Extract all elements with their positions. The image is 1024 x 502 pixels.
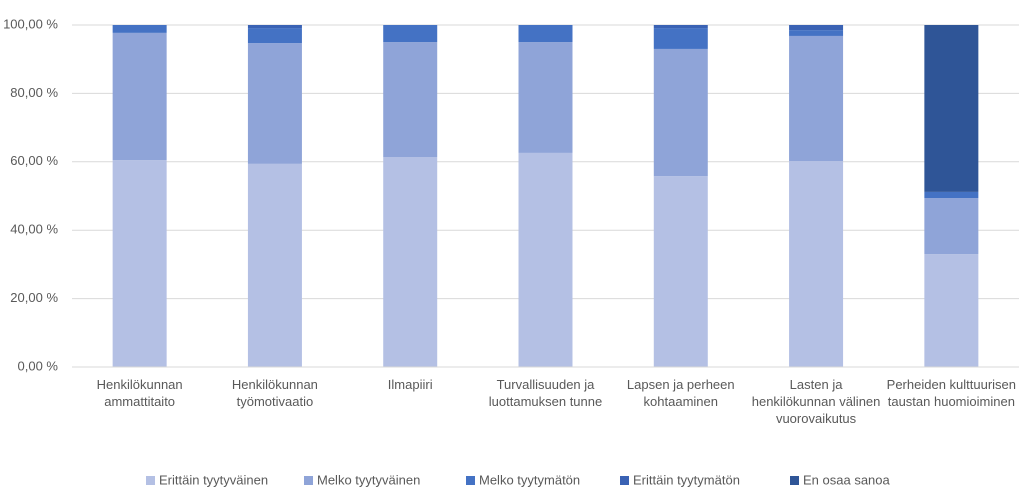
- x-tick-label: Turvallisuuden ja luottamuksen tunne: [488, 377, 603, 409]
- bar-segment: [789, 30, 844, 36]
- bar-segment: [653, 48, 708, 177]
- y-tick-label: 80,00 %: [10, 85, 58, 100]
- legend-swatch: [304, 476, 313, 485]
- x-tick-label: Henkilökunnan ammattitaito: [96, 377, 183, 409]
- bar-segment: [112, 25, 167, 33]
- bar-segment: [653, 28, 708, 49]
- bar-segment: [518, 42, 573, 153]
- y-tick-label: 100,00 %: [3, 16, 58, 31]
- bar-segment: [789, 161, 844, 367]
- legend-swatch: [146, 476, 155, 485]
- bar-segment: [518, 152, 573, 367]
- bar-segment: [247, 163, 302, 367]
- legend-label: Erittäin tyytyväinen: [159, 472, 268, 487]
- x-tick-label: Lasten ja henkilökunnan välinen vuorovai…: [751, 377, 881, 426]
- y-tick-label: 20,00 %: [10, 290, 58, 305]
- y-tick-label: 60,00 %: [10, 153, 58, 168]
- legend-label: En osaa sanoa: [803, 472, 891, 487]
- legend-swatch: [790, 476, 799, 485]
- bar-segment: [112, 32, 167, 161]
- bar-segment: [383, 42, 438, 158]
- bar-segment: [112, 160, 167, 367]
- legend-swatch: [620, 476, 629, 485]
- y-tick-label: 40,00 %: [10, 222, 58, 237]
- bar-segment: [247, 43, 302, 164]
- bar-segment: [247, 25, 302, 29]
- y-tick-label: 0,00 %: [18, 358, 59, 373]
- bar-segment: [247, 28, 302, 44]
- legend-label: Melko tyytymätön: [479, 472, 580, 487]
- x-tick-label: Lapsen ja perheen kohtaaminen: [626, 377, 735, 409]
- bar-segment: [924, 198, 979, 255]
- x-tick-label: Henkilökunnan työmotivaatio: [231, 377, 318, 409]
- bar-segment: [924, 191, 979, 199]
- bar-segment: [653, 25, 708, 29]
- x-tick-label: Ilmapiiri: [387, 377, 433, 392]
- legend-swatch: [466, 476, 475, 485]
- bar-segment: [518, 25, 573, 43]
- legend-label: Melko tyytyväinen: [317, 472, 420, 487]
- x-tick-label: Perheiden kulttuurisen taustan huomioimi…: [886, 377, 1017, 409]
- bar-segment: [924, 25, 979, 192]
- legend-label: Erittäin tyytymätön: [633, 472, 740, 487]
- bar-segment: [383, 25, 438, 43]
- bar-segment: [383, 157, 438, 367]
- bar-segment: [924, 254, 979, 367]
- bar-segment: [789, 25, 844, 31]
- bar-segment: [789, 35, 844, 162]
- bar-segment: [653, 176, 708, 367]
